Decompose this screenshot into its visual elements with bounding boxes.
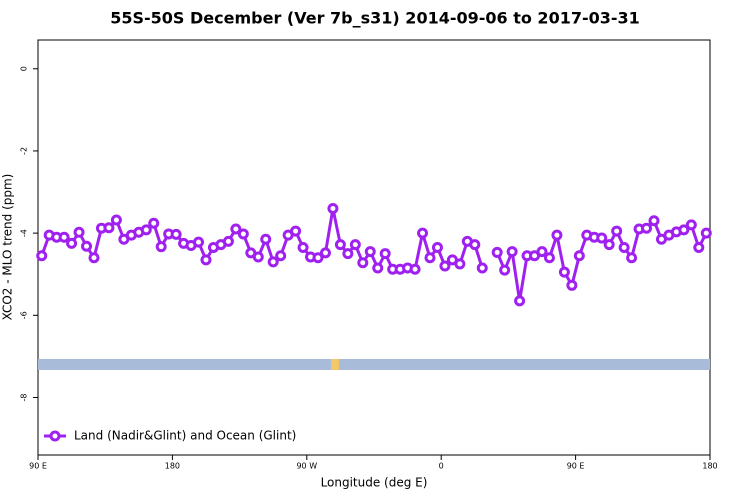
- data-point: [372, 262, 384, 274]
- x-tick-label: 180: [702, 462, 717, 471]
- data-point: [260, 233, 272, 245]
- data-point: [364, 246, 376, 258]
- data-point: [476, 262, 488, 274]
- data-point: [275, 250, 287, 262]
- data-point: [88, 252, 100, 264]
- data-point: [357, 257, 369, 269]
- data-point: [618, 242, 630, 253]
- data-point: [424, 252, 436, 264]
- data-point: [342, 248, 354, 260]
- data-point: [327, 202, 339, 214]
- data-point: [103, 222, 115, 234]
- y-tick-label: -4: [20, 229, 29, 237]
- data-point: [409, 263, 421, 275]
- y-tick-label: -2: [20, 147, 29, 155]
- data-point: [252, 251, 264, 263]
- data-point: [222, 235, 234, 247]
- data-point: [469, 239, 481, 251]
- data-point: [491, 246, 503, 258]
- data-point: [140, 224, 152, 236]
- data-point: [193, 236, 205, 248]
- y-tick-label: 0: [20, 66, 29, 71]
- data-point: [536, 246, 548, 258]
- data-point: [573, 250, 585, 262]
- chart-title: 55S-50S December (Ver 7b_s31) 2014-09-06…: [110, 9, 640, 28]
- data-point: [454, 258, 466, 270]
- x-tick-label: 90 W: [296, 462, 317, 471]
- data-point: [678, 224, 690, 236]
- data-point: [648, 215, 660, 227]
- data-point: [417, 227, 429, 239]
- data-point: [267, 256, 279, 268]
- data-point: [230, 223, 242, 235]
- data-point: [319, 247, 331, 259]
- data-point: [566, 279, 578, 291]
- data-point: [700, 227, 712, 239]
- data-point: [155, 241, 167, 253]
- data-point: [603, 239, 615, 251]
- data-point: [431, 242, 443, 253]
- data-point: [551, 229, 563, 241]
- data-point: [297, 242, 309, 253]
- data-point: [379, 248, 391, 260]
- data-point: [626, 252, 638, 264]
- data-point: [543, 252, 555, 264]
- data-point: [36, 250, 48, 262]
- data-point: [641, 222, 653, 234]
- x-tick-label: 90 E: [29, 462, 47, 471]
- x-tick-label: 0: [439, 462, 444, 471]
- legend-marker: [49, 430, 61, 442]
- x-tick-label: 180: [165, 462, 180, 471]
- data-point: [685, 219, 697, 231]
- data-point: [499, 264, 511, 276]
- surface-band: [38, 359, 710, 370]
- data-point: [514, 295, 526, 307]
- y-tick-label: -8: [20, 393, 29, 401]
- legend-label: Land (Nadir&Glint) and Ocean (Glint): [74, 429, 296, 443]
- data-point: [200, 254, 212, 266]
- data-point: [693, 242, 705, 253]
- data-point: [611, 225, 623, 237]
- data-point: [58, 231, 70, 243]
- data-point: [148, 217, 160, 229]
- y-tick-label: -6: [20, 311, 29, 319]
- data-point: [596, 232, 608, 244]
- y-axis-label: XCO2 - MLO trend (ppm): [1, 174, 15, 321]
- data-point: [312, 252, 324, 264]
- data-point: [73, 226, 85, 238]
- data-point: [334, 239, 346, 251]
- plot-frame: [37, 39, 711, 456]
- data-point: [237, 228, 249, 240]
- data-point: [290, 225, 302, 237]
- data-point: [81, 240, 93, 252]
- data-point: [506, 246, 518, 258]
- x-tick-label: 90 E: [567, 462, 585, 471]
- data-point: [439, 260, 451, 272]
- data-point: [558, 266, 570, 278]
- data-point: [170, 228, 182, 240]
- surface-band-land: [331, 359, 339, 370]
- data-point: [66, 237, 78, 249]
- data-point: [349, 239, 361, 251]
- x-axis-label: Longitude (deg E): [321, 476, 428, 490]
- data-point: [110, 214, 122, 226]
